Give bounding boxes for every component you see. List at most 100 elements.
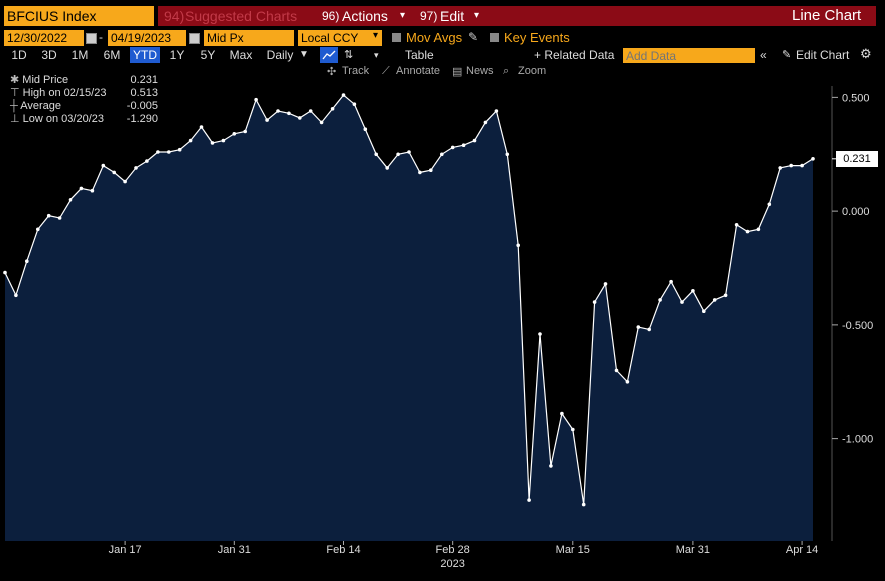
data-point [418,170,422,175]
end-date-field[interactable]: 04/19/2023 [108,30,186,46]
x-tick-label: Feb 14 [326,544,360,556]
frequency-selector[interactable]: Daily [266,48,294,62]
range-1m[interactable]: 1M [71,48,89,62]
range-1d[interactable]: 1D [11,48,27,62]
collapse-icon[interactable]: « [760,48,767,62]
data-point [374,152,379,157]
track-button[interactable]: Track [342,65,370,77]
data-point [581,502,586,507]
data-point [800,163,804,168]
data-point [298,116,302,120]
data-point [494,109,499,113]
news-button[interactable]: News [466,65,494,77]
data-point [36,227,40,232]
data-point [177,147,182,152]
data-point [57,216,62,220]
range-ytd[interactable]: YTD [130,47,160,63]
pencil-icon[interactable]: ✎ [468,30,479,44]
chart-type-title: Line Chart [792,7,862,24]
data-point [669,279,673,284]
zoom-button[interactable]: Zoom [518,65,547,77]
data-point [145,159,149,163]
annotate-icon[interactable]: ⟋ [382,65,390,77]
low-marker-icon: ⊥ [10,113,20,125]
range-1y[interactable]: 1Y [169,48,185,62]
data-point [461,143,466,147]
calendar-icon[interactable] [189,33,200,44]
data-point [527,498,531,502]
data-point [658,298,662,302]
bar-style-icon[interactable]: ⇅ [344,49,354,61]
legend-average-label: Average [20,100,62,112]
currency-chevron-icon[interactable]: ▾ [373,30,379,41]
legend-high-label: High on 02/15/23 [22,87,107,99]
style-chevron-icon[interactable]: ▾ [374,50,379,60]
frequency-chevron-icon[interactable]: ▼ [299,49,309,60]
key-events-label[interactable]: Key Events [504,30,570,45]
data-point [734,223,739,227]
data-point [429,168,433,172]
currency-selector[interactable]: Local CCY [298,30,382,46]
news-icon[interactable]: ▤ [452,66,463,78]
legend-row-high: ⊤ High on 02/15/23 0.513 [10,87,162,100]
suggested-charts-button[interactable]: Suggested Charts [185,8,298,24]
line-chart-icon[interactable] [320,47,338,63]
x-axis-label: 2023 [440,558,464,570]
line-marker-icon: ✱ [10,74,20,86]
edit-chevron-icon[interactable]: ▾ [474,10,480,21]
range-3d[interactable]: 3D [41,48,57,62]
data-point [308,109,313,113]
mov-avgs-label[interactable]: Mov Avgs [406,30,463,45]
ticker-field[interactable]: BFCIUS Index [4,6,154,26]
field-selector[interactable]: Mid Px [204,30,294,46]
edit-num: 97) [420,9,438,23]
y-tick-label: -1.000 [842,434,873,446]
data-point [440,152,444,157]
zoom-icon[interactable]: ⌕ [503,65,510,77]
data-point [167,150,171,154]
data-point [68,198,73,202]
line-chart-icon-glyph [322,50,336,60]
data-point [472,138,477,143]
edit-menu[interactable]: Edit [440,8,465,24]
table-button[interactable]: Table [405,48,434,62]
data-point [516,243,520,248]
range-5y[interactable]: 5Y [200,48,216,62]
track-icon[interactable]: ✣ [327,66,337,78]
header-bar [158,6,876,26]
data-point [407,150,411,154]
calendar-icon[interactable] [86,33,97,44]
related-data-button[interactable]: + Related Data [534,48,615,62]
start-date-field[interactable]: 12/30/2022 [4,30,84,46]
y-tick-label: 0.000 [842,206,870,218]
range-max[interactable]: Max [229,48,253,62]
edit-chart-pencil-icon[interactable]: ✎ [782,49,792,61]
data-point [625,380,630,384]
data-point [396,152,400,157]
actions-chevron-icon[interactable]: ▾ [400,10,406,21]
add-data-input[interactable] [623,48,755,63]
data-point [385,166,390,170]
data-point [254,97,258,102]
data-point [341,93,346,97]
data-point [276,109,280,113]
key-events-checkbox[interactable] [490,33,499,42]
data-point [265,118,269,122]
data-point [25,259,29,264]
data-point [745,229,750,234]
settings-gear-icon[interactable]: ⚙ [860,46,872,61]
legend-low-label: Low on 03/20/23 [22,113,105,125]
data-point [571,427,575,432]
annotate-button[interactable]: Annotate [396,65,441,77]
edit-chart-button[interactable]: Edit Chart [796,48,850,62]
mov-avgs-checkbox[interactable] [392,33,401,42]
x-tick-label: Jan 17 [109,544,142,556]
chart-legend: ✱ Mid Price 0.231 ⊤ High on 02/15/23 0.5… [6,72,166,128]
actions-menu[interactable]: Actions [342,8,388,24]
legend-row-low: ⊥ Low on 03/20/23 -1.290 [10,113,162,126]
range-6m[interactable]: 6M [103,48,121,62]
data-point [723,293,728,298]
data-point [538,332,542,336]
data-point [778,166,782,170]
